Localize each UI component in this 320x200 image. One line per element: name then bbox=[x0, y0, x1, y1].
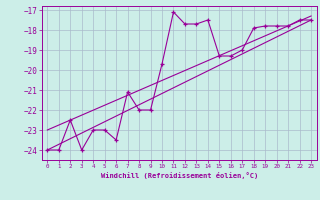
X-axis label: Windchill (Refroidissement éolien,°C): Windchill (Refroidissement éolien,°C) bbox=[100, 172, 258, 179]
